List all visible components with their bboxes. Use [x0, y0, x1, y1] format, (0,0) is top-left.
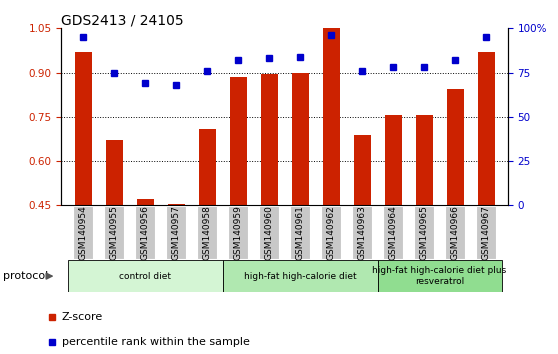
Bar	[135, 206, 155, 259]
Text: GSM140959: GSM140959	[234, 205, 243, 260]
Bar	[104, 206, 124, 259]
Bar	[223, 260, 378, 292]
Bar	[105, 141, 123, 205]
Text: percentile rank within the sample: percentile rank within the sample	[62, 337, 249, 347]
Text: protocol: protocol	[3, 271, 49, 281]
Bar	[166, 206, 186, 259]
Bar	[321, 206, 341, 259]
Text: GSM140960: GSM140960	[264, 205, 273, 260]
Text: GSM140958: GSM140958	[203, 205, 211, 260]
Bar	[416, 115, 432, 205]
Text: GSM140964: GSM140964	[388, 205, 398, 260]
Text: GSM140955: GSM140955	[109, 205, 119, 260]
Text: GDS2413 / 24105: GDS2413 / 24105	[61, 13, 184, 27]
Text: high-fat high-calorie diet plus
resveratrol: high-fat high-calorie diet plus resverat…	[372, 267, 507, 286]
Text: GSM140965: GSM140965	[420, 205, 429, 260]
Bar	[383, 206, 403, 259]
Bar	[323, 28, 340, 205]
Bar	[199, 129, 215, 205]
Bar	[259, 206, 279, 259]
Bar	[292, 73, 309, 205]
Bar	[354, 135, 371, 205]
Text: GSM140961: GSM140961	[296, 205, 305, 260]
Bar	[352, 206, 372, 259]
Text: GSM140963: GSM140963	[358, 205, 367, 260]
Bar	[261, 74, 278, 205]
Text: Z-score: Z-score	[62, 312, 103, 322]
Bar	[229, 77, 247, 205]
Bar	[75, 52, 92, 205]
Text: GSM140962: GSM140962	[326, 205, 335, 260]
Text: high-fat high-calorie diet: high-fat high-calorie diet	[244, 272, 357, 281]
Text: control diet: control diet	[119, 272, 171, 281]
Bar	[384, 115, 402, 205]
Bar	[228, 206, 248, 259]
Bar	[476, 206, 496, 259]
Bar	[445, 206, 465, 259]
Bar	[378, 260, 502, 292]
Bar	[197, 206, 217, 259]
Text: GSM140966: GSM140966	[450, 205, 460, 260]
Bar	[478, 52, 494, 205]
Bar	[290, 206, 310, 259]
Bar	[73, 206, 93, 259]
Text: GSM140957: GSM140957	[171, 205, 181, 260]
Bar	[446, 89, 464, 205]
Text: GSM140967: GSM140967	[482, 205, 490, 260]
Text: GSM140956: GSM140956	[141, 205, 150, 260]
Bar	[167, 204, 185, 205]
Text: GSM140954: GSM140954	[79, 205, 88, 260]
Bar	[137, 199, 153, 205]
Bar	[414, 206, 434, 259]
Bar	[68, 260, 223, 292]
